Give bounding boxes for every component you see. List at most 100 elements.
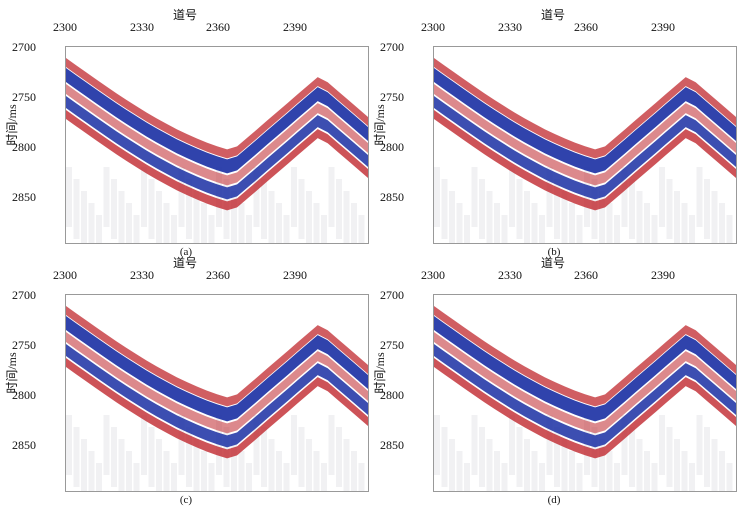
noise-stripe: [621, 167, 628, 227]
noise-stripe: [253, 167, 260, 227]
red-event-middle: [66, 84, 368, 186]
red-event-lower: [66, 110, 368, 211]
noise-stripe: [358, 215, 365, 243]
noise-stripe: [516, 427, 523, 487]
noise-stripe: [81, 191, 87, 243]
noise-stripe: [599, 439, 605, 491]
panel-a: 道号 时间/ms 2300 2330 2360 2390 2700 2750 2800 2850(…: [0, 6, 370, 258]
blue-event-upper: [434, 316, 736, 422]
noise-stripe: [283, 215, 290, 243]
y-tick-label: 2800: [12, 388, 36, 402]
noise-stripe: [576, 463, 583, 491]
blue-event-upper: [66, 68, 368, 174]
noise-stripe: [291, 167, 297, 227]
noise-stripe: [509, 415, 515, 475]
noise-stripe: [441, 179, 448, 239]
y-tick-label: 2750: [380, 338, 404, 352]
noise-stripe: [501, 215, 508, 243]
noise-stripe: [193, 191, 200, 243]
panel-caption: (a): [179, 246, 193, 258]
y-tick-label: 2700: [12, 288, 36, 302]
y-tick-label: 2850: [12, 190, 36, 204]
noise-stripe: [441, 427, 448, 487]
x-tick-label: 2330: [498, 20, 522, 34]
noise-stripe: [674, 191, 680, 243]
noise-stripe: [606, 451, 613, 491]
noise-stripe: [629, 427, 635, 487]
noise-stripe: [238, 203, 245, 243]
noise-stripe: [313, 451, 320, 491]
x-tick-label: 2390: [283, 268, 307, 282]
noise-stripe: [659, 415, 665, 475]
red-event-upper: [434, 58, 736, 159]
noise-stripe: [103, 167, 110, 227]
noise-stripe: [73, 179, 80, 239]
noise-stripe: [479, 427, 485, 487]
noise-stripe: [651, 463, 658, 491]
noise-stripe: [343, 439, 350, 491]
panel-d: 道号 时间/ms 2300 2330 2360 2390 2700 2750 2800 2850(…: [368, 254, 738, 506]
panel-caption: (c): [179, 494, 193, 506]
noise-stripe: [96, 215, 102, 243]
noise-stripe: [126, 203, 132, 243]
x-axis-title: 道号: [540, 256, 565, 270]
noise-stripe: [178, 167, 185, 227]
x-axis-title: 道号: [172, 8, 197, 22]
noise-stripe: [434, 167, 440, 227]
noise-stripe: [494, 203, 500, 243]
noise-stripe: [704, 427, 710, 487]
noise-stripe: [328, 167, 335, 227]
noise-stripe: [546, 415, 553, 475]
noise-stripe: [111, 179, 117, 239]
noise-stripe: [141, 167, 147, 227]
noise-stripe: [216, 415, 222, 475]
x-axis-title: 道号: [540, 8, 565, 22]
noise-stripe: [524, 439, 530, 491]
noise-stripe: [73, 427, 80, 487]
noise-stripe: [584, 415, 590, 475]
noise-stripe: [539, 215, 545, 243]
noise-stripe: [704, 179, 710, 239]
red-event-upper: [434, 306, 736, 407]
noise-stripe: [276, 203, 282, 243]
noise-stripe: [629, 179, 635, 239]
blue-event-lower: [66, 96, 368, 200]
noise-stripe: [681, 203, 688, 243]
seismic-image: [66, 306, 368, 491]
noise-stripe: [231, 439, 237, 491]
noise-stripe: [133, 463, 140, 491]
noise-stripe: [163, 203, 170, 243]
noise-stripe: [719, 203, 725, 243]
noise-stripe: [509, 167, 515, 227]
noise-stripe: [208, 215, 215, 243]
noise-stripe: [351, 203, 357, 243]
noise-stripe: [659, 167, 665, 227]
noise-stripe: [449, 439, 455, 491]
noise-stripe: [614, 463, 620, 491]
noise-stripe: [336, 179, 342, 239]
noise-stripe: [336, 427, 342, 487]
x-tick-label: 2300: [53, 20, 77, 34]
noise-stripe: [276, 451, 282, 491]
x-tick-label: 2330: [130, 20, 154, 34]
noise-stripe: [358, 463, 365, 491]
noise-stripe: [216, 167, 222, 227]
noise-stripe: [531, 203, 538, 243]
noise-stripe: [456, 451, 463, 491]
noise-stripe: [268, 191, 275, 243]
noise-stripe: [471, 167, 478, 227]
noise-stripe: [261, 427, 267, 487]
noise-stripe: [471, 415, 478, 475]
noise-stripe: [88, 451, 95, 491]
noise-stripe: [291, 415, 297, 475]
noise-stripe: [351, 451, 357, 491]
noise-stripe: [726, 215, 733, 243]
x-tick-label: 2360: [206, 268, 230, 282]
noise-stripe: [584, 167, 590, 227]
noise-stripe: [494, 451, 500, 491]
noise-stripe: [268, 439, 275, 491]
noise-stripe: [186, 427, 192, 487]
noise-stripe: [283, 463, 290, 491]
noise-stripe: [711, 191, 718, 243]
noise-stripe: [111, 427, 117, 487]
